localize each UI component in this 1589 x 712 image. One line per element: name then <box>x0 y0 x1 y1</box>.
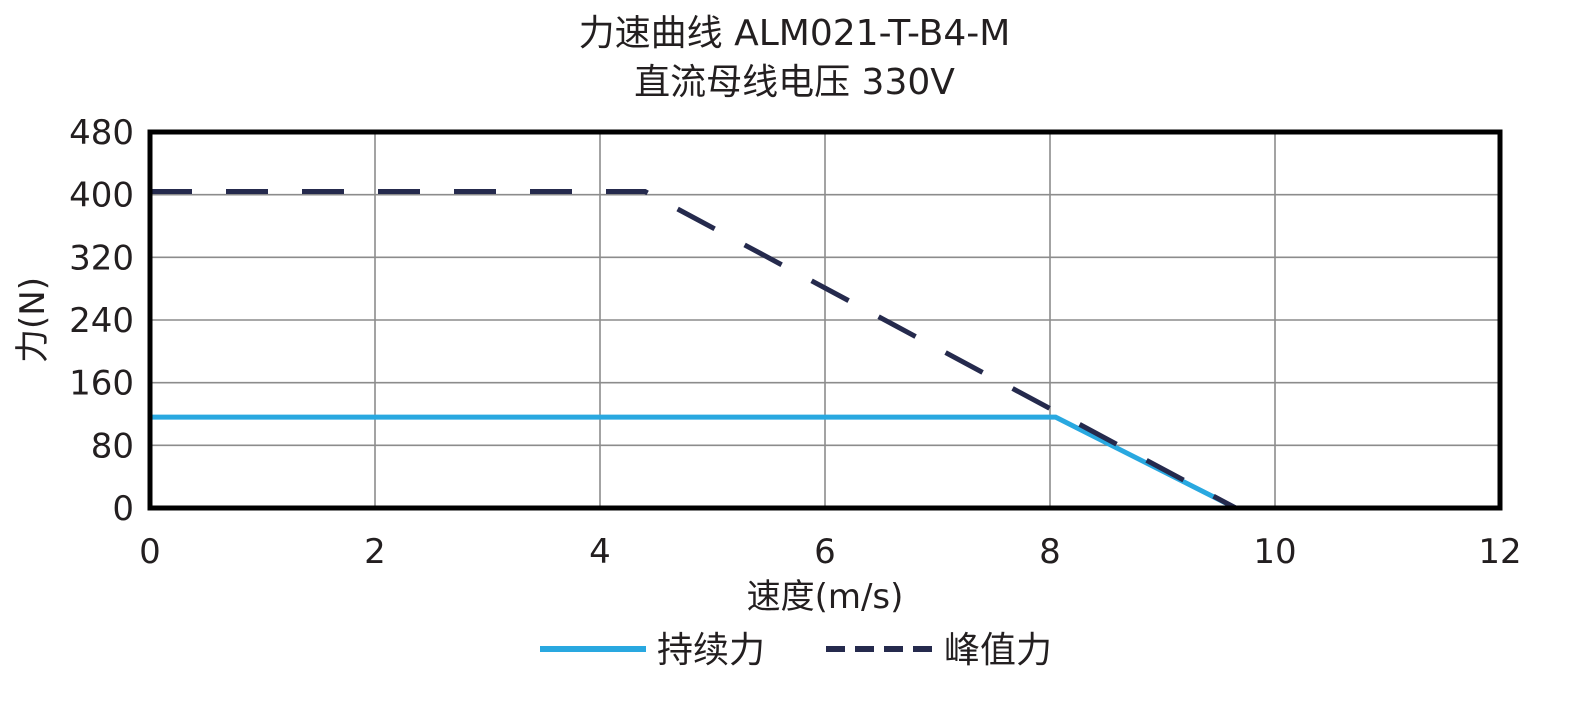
x-tick-label: 4 <box>589 532 611 572</box>
y-tick-label: 400 <box>69 176 134 216</box>
y-tick-label: 0 <box>112 489 134 529</box>
y-tick-label: 80 <box>91 426 134 466</box>
x-tick-labels: 0 2 4 6 8 10 12 <box>139 532 1521 572</box>
series-layer <box>150 189 1237 511</box>
x-tick-label: 12 <box>1478 532 1521 572</box>
plot-frame <box>147 129 1503 511</box>
x-tick-label: 10 <box>1253 532 1296 572</box>
y-tick-labels: 0 80 160 240 320 400 480 <box>69 113 134 529</box>
series-line-2 <box>150 189 1237 511</box>
legend-label-2: 峰值力 <box>944 630 1052 671</box>
x-tick-label: 2 <box>364 532 386 572</box>
grid <box>150 132 1500 508</box>
chart-title: 力速曲线 ALM021-T-B4-M <box>578 13 1011 54</box>
chart-subtitle: 直流母线电压 330V <box>634 62 955 103</box>
y-tick-label: 320 <box>69 238 134 278</box>
y-tick-label: 480 <box>69 113 134 153</box>
legend-label-1: 持续力 <box>657 630 765 671</box>
y-tick-label: 160 <box>69 364 134 404</box>
x-tick-label: 6 <box>814 532 836 572</box>
y-tick-label: 240 <box>69 301 134 341</box>
y-axis-label: 力(N) <box>13 277 53 363</box>
x-tick-label: 8 <box>1039 532 1061 572</box>
x-axis-label: 速度(m/s) <box>747 577 904 617</box>
legend: 持续力 峰值力 <box>540 630 1052 671</box>
series-line-1 <box>150 414 1237 511</box>
x-tick-label: 0 <box>139 532 161 572</box>
